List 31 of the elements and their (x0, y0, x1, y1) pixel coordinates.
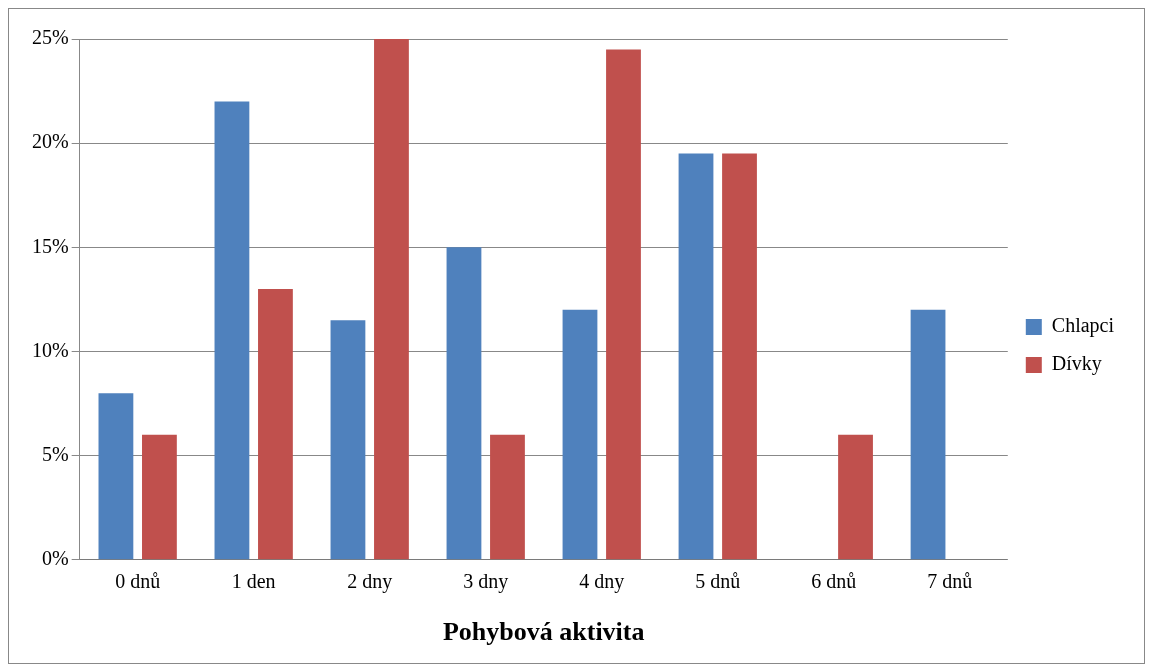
bar (330, 320, 366, 560)
bar (142, 434, 177, 560)
bar (838, 434, 873, 560)
x-tick-label: 2 dny (347, 570, 393, 594)
legend-label: Chlapci (1051, 314, 1115, 338)
bar (910, 309, 946, 560)
bar (606, 49, 641, 560)
bar (446, 247, 482, 560)
y-tick-label: 25% (31, 26, 69, 49)
bar (722, 153, 757, 560)
x-axis-title: Pohybová aktivita (442, 617, 645, 647)
bar (374, 39, 409, 560)
x-tick-label: 3 dny (463, 570, 509, 594)
y-tick-label: 20% (31, 130, 69, 153)
x-tick-label: 5 dnů (695, 570, 741, 593)
y-tick-label: 0% (41, 547, 69, 570)
bar (678, 153, 714, 560)
bar (562, 309, 598, 560)
x-tick-label: 0 dnů (115, 570, 161, 593)
bar (214, 101, 250, 560)
x-tick-label: 4 dny (579, 570, 625, 594)
y-tick-label: 10% (31, 338, 69, 361)
legend-label: Dívky (1051, 352, 1102, 376)
bar (258, 288, 293, 560)
y-tick-label: 5% (41, 442, 69, 465)
bar (98, 393, 134, 560)
x-tick-label: 7 dnů (927, 570, 973, 593)
x-tick-label: 1 den (231, 570, 276, 593)
x-tick-label: 6 dnů (811, 570, 857, 593)
bar (490, 434, 525, 560)
y-tick-label: 15% (31, 234, 69, 257)
